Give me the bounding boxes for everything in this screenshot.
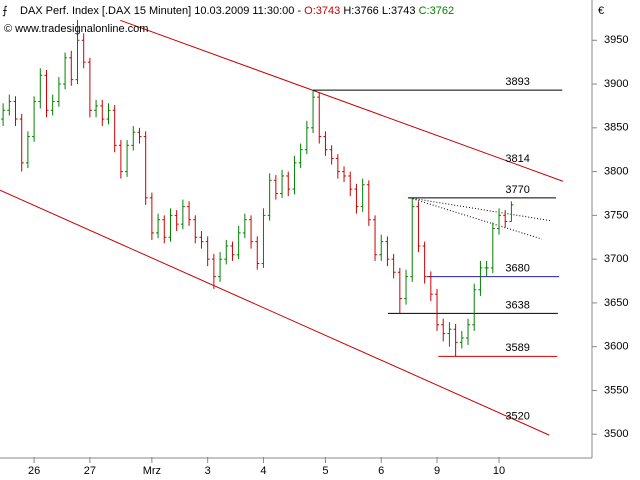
x-tick-label: 26 bbox=[28, 465, 40, 477]
y-tick-label: 3750 bbox=[604, 209, 628, 221]
x-tick-label: 5 bbox=[322, 465, 328, 477]
x-tick-label: 27 bbox=[84, 465, 96, 477]
level-label: 3638 bbox=[505, 299, 529, 311]
header-icon: ⨍ bbox=[2, 5, 8, 17]
trendline-label: 3814 bbox=[505, 153, 529, 165]
x-tick-label: 3 bbox=[205, 465, 211, 477]
trendline bbox=[120, 19, 564, 182]
quote-close: C:3762 bbox=[419, 5, 454, 17]
x-tick-label: 10 bbox=[493, 465, 505, 477]
y-tick-label: 3850 bbox=[604, 122, 628, 134]
y-tick-label: 3700 bbox=[604, 253, 628, 265]
x-tick-label: Mrz bbox=[143, 465, 161, 477]
level-label: 3680 bbox=[505, 263, 529, 275]
trendline-label: 3520 bbox=[505, 411, 529, 423]
x-tick-label: 9 bbox=[434, 465, 440, 477]
watermark: © www.tradesignalonline.com bbox=[4, 23, 148, 35]
level-label: 3893 bbox=[505, 76, 529, 88]
level-label: 3770 bbox=[505, 184, 529, 196]
header: DAX Perf. Index [.DAX 15 Minuten] 10.03.… bbox=[20, 5, 454, 17]
quote-open: O:3743 bbox=[304, 5, 340, 17]
timestamp: 10.03.2009 11:30:00 - bbox=[194, 5, 301, 17]
y-tick-label: 3900 bbox=[604, 78, 628, 90]
y-tick-label: 3950 bbox=[604, 34, 628, 46]
x-tick-label: 4 bbox=[260, 465, 266, 477]
plot-area bbox=[0, 19, 564, 436]
header-bg bbox=[0, 0, 502, 20]
x-tick-label: 6 bbox=[378, 465, 384, 477]
y-tick-label: 3800 bbox=[604, 166, 628, 178]
y-tick-label: 3650 bbox=[604, 297, 628, 309]
y-tick-label: 3550 bbox=[604, 384, 628, 396]
y-tick-label: 3600 bbox=[604, 341, 628, 353]
quote-high: H:3766 bbox=[343, 5, 378, 17]
level-label: 3589 bbox=[505, 342, 529, 354]
watermark-text: www.tradesignalonline.com bbox=[14, 23, 148, 35]
trendline bbox=[0, 189, 550, 436]
title: DAX Perf. Index [.DAX 15 Minuten] bbox=[20, 5, 191, 17]
y-tick-label: 3500 bbox=[604, 428, 628, 440]
quote-low: L:3743 bbox=[382, 5, 416, 17]
currency: € bbox=[598, 5, 604, 17]
dotted-line bbox=[409, 197, 542, 240]
